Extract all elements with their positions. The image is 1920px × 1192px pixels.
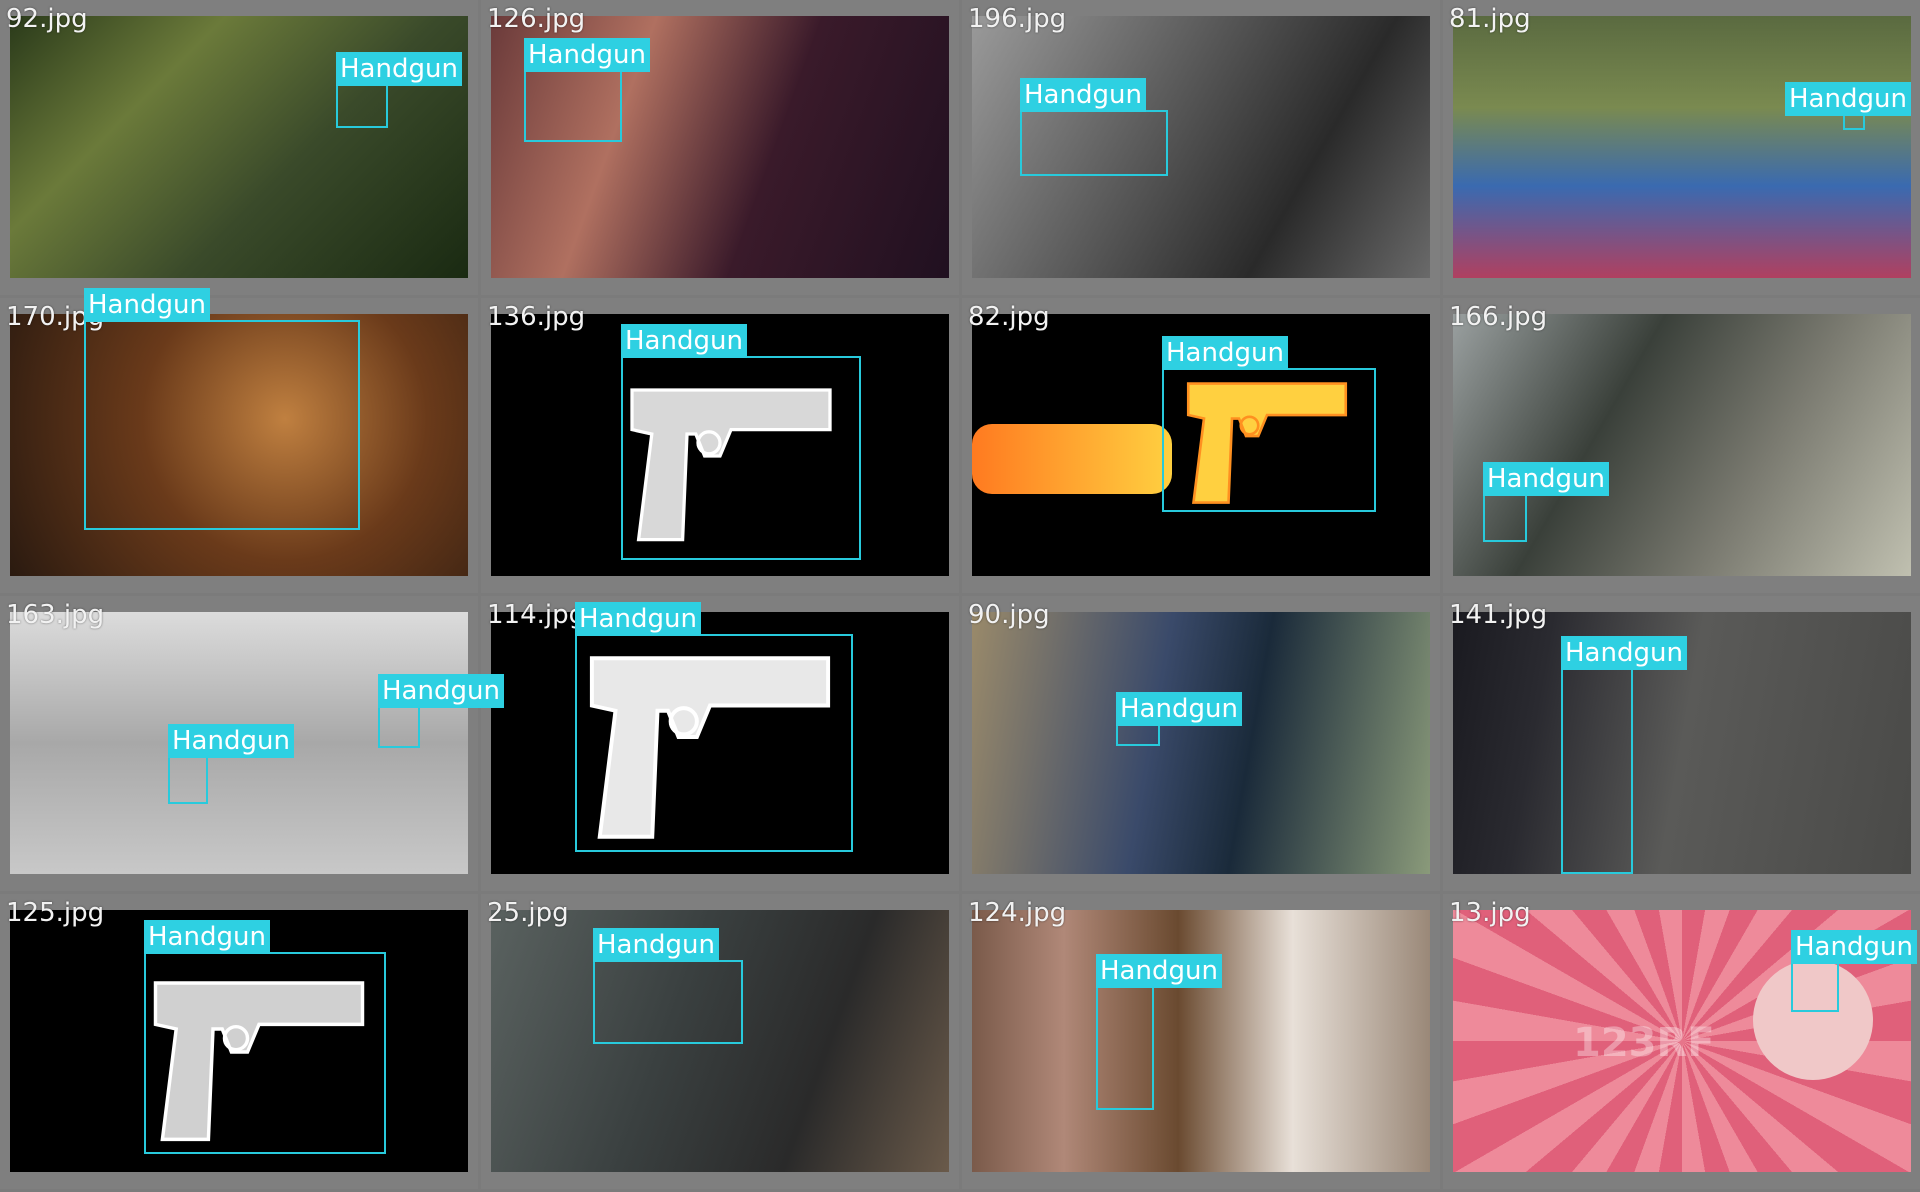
filename-label: 196.jpg xyxy=(968,4,1067,34)
handgun-icon xyxy=(153,981,365,1142)
tile-90[interactable]: 90.jpg Handgun xyxy=(962,596,1440,891)
bounding-box: Handgun xyxy=(1020,78,1168,176)
tile-136[interactable]: 136.jpg Handgun xyxy=(481,298,959,593)
filename-label: 166.jpg xyxy=(1449,302,1548,332)
class-label: Handgun xyxy=(1483,462,1609,496)
bounding-box: Handgun xyxy=(524,38,650,142)
tile-114[interactable]: 114.jpg Handgun xyxy=(481,596,959,891)
tile-126[interactable]: 126.jpg Handgun xyxy=(481,0,959,295)
filename-label: 114.jpg xyxy=(487,600,586,630)
class-label: Handgun xyxy=(168,724,294,758)
bounding-box: Handgun xyxy=(336,52,462,128)
tile-image xyxy=(491,910,949,1172)
bounding-box: Handgun xyxy=(1116,692,1242,746)
filename-label: 25.jpg xyxy=(487,898,569,928)
watermark: 123RF xyxy=(1573,1020,1715,1066)
tile-124[interactable]: 124.jpg Handgun xyxy=(962,894,1440,1189)
tile-82[interactable]: 82.jpg Handgun xyxy=(962,298,1440,593)
class-label: Handgun xyxy=(1020,78,1146,112)
tile-13[interactable]: 123RF 13.jpg Handgun xyxy=(1443,894,1920,1189)
tile-image xyxy=(10,314,468,576)
tile-image xyxy=(972,16,1430,278)
class-label: Handgun xyxy=(575,602,701,636)
filename-label: 141.jpg xyxy=(1449,600,1548,630)
class-label: Handgun xyxy=(1116,692,1242,726)
handgun-icon xyxy=(1186,382,1348,504)
tile-166[interactable]: 166.jpg Handgun xyxy=(1443,298,1920,593)
class-label: Handgun xyxy=(378,674,504,708)
handgun-icon xyxy=(589,656,831,839)
bounding-box: Handgun xyxy=(593,928,743,1044)
tile-image xyxy=(1453,314,1911,576)
class-label: Handgun xyxy=(524,38,650,72)
bounding-box: Handgun xyxy=(1483,462,1609,542)
tile-141[interactable]: 141.jpg Handgun xyxy=(1443,596,1920,891)
bounding-box: Handgun xyxy=(621,324,861,560)
bounding-box: Handgun xyxy=(575,602,853,852)
tile-196[interactable]: 196.jpg Handgun xyxy=(962,0,1440,295)
bounding-box: Handgun xyxy=(1785,82,1911,130)
bounding-box: Handgun xyxy=(1561,636,1687,874)
class-label: Handgun xyxy=(144,920,270,954)
bounding-box: Handgun xyxy=(1162,336,1376,512)
class-label: Handgun xyxy=(593,928,719,962)
filename-label: 126.jpg xyxy=(487,4,586,34)
tile-81[interactable]: 81.jpg Handgun xyxy=(1443,0,1920,295)
class-label: Handgun xyxy=(336,52,462,86)
filename-label: 125.jpg xyxy=(6,898,105,928)
filename-label: 163.jpg xyxy=(6,600,105,630)
bounding-box: Handgun xyxy=(84,288,360,530)
class-label: Handgun xyxy=(1096,954,1222,988)
filename-label: 90.jpg xyxy=(968,600,1050,630)
tile-163[interactable]: 163.jpg Handgun Handgun xyxy=(0,596,504,891)
class-label: Handgun xyxy=(1785,82,1911,116)
handgun-icon xyxy=(630,388,832,542)
bounding-box: Handgun xyxy=(144,920,386,1154)
filename-label: 13.jpg xyxy=(1449,898,1531,928)
tile-image xyxy=(491,612,949,874)
class-label: Handgun xyxy=(1561,636,1687,670)
class-label: Handgun xyxy=(1162,336,1288,370)
tile-125[interactable]: 125.jpg Handgun xyxy=(0,894,478,1189)
class-label: Handgun xyxy=(84,288,210,322)
tile-image xyxy=(972,314,1430,576)
tile-92[interactable]: 92.jpg Handgun xyxy=(0,0,478,295)
filename-label: 81.jpg xyxy=(1449,4,1531,34)
class-label: Handgun xyxy=(1791,930,1917,964)
class-label: Handgun xyxy=(621,324,747,358)
bounding-box: Handgun xyxy=(378,674,504,748)
bounding-box: Handgun xyxy=(1096,954,1222,1110)
bounding-box: Handgun xyxy=(168,724,294,804)
tile-25[interactable]: 25.jpg Handgun xyxy=(481,894,959,1189)
filename-label: 82.jpg xyxy=(968,302,1050,332)
filename-label: 136.jpg xyxy=(487,302,586,332)
filename-label: 124.jpg xyxy=(968,898,1067,928)
bounding-box: Handgun xyxy=(1791,930,1917,1012)
tile-image xyxy=(972,910,1430,1172)
filename-label: 92.jpg xyxy=(6,4,88,34)
tile-image xyxy=(972,612,1430,874)
tile-image xyxy=(1453,16,1911,278)
tile-170[interactable]: 170.jpg Handgun xyxy=(0,288,478,593)
